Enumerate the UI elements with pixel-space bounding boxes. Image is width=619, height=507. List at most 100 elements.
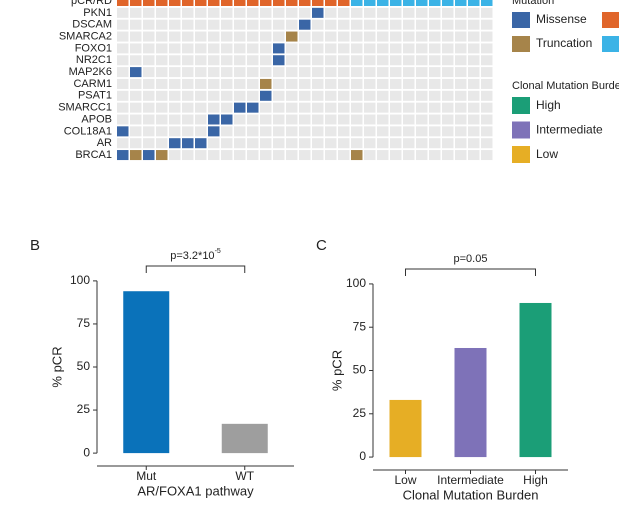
empty-cell bbox=[455, 19, 467, 30]
empty-cell bbox=[377, 90, 389, 101]
empty-cell bbox=[143, 78, 155, 89]
empty-cell bbox=[455, 102, 467, 113]
empty-cell bbox=[351, 67, 363, 78]
empty-cell bbox=[481, 78, 493, 89]
empty-cell bbox=[247, 114, 259, 125]
empty-cell bbox=[312, 150, 324, 161]
mutation-cell bbox=[208, 126, 220, 137]
mutation-cell bbox=[273, 43, 285, 54]
empty-cell bbox=[260, 114, 272, 125]
empty-cell bbox=[208, 90, 220, 101]
empty-cell bbox=[247, 138, 259, 149]
empty-cell bbox=[455, 78, 467, 89]
empty-cell bbox=[390, 55, 402, 66]
empty-cell bbox=[156, 55, 168, 66]
empty-cell bbox=[247, 55, 259, 66]
empty-cell bbox=[273, 138, 285, 149]
empty-cell bbox=[234, 150, 246, 161]
empty-cell bbox=[403, 67, 415, 78]
empty-cell bbox=[130, 7, 142, 18]
empty-cell bbox=[182, 114, 194, 125]
gene-label: APOB bbox=[81, 113, 112, 125]
empty-cell bbox=[299, 7, 311, 18]
empty-cell bbox=[481, 90, 493, 101]
empty-cell bbox=[416, 19, 428, 30]
empty-cell bbox=[182, 55, 194, 66]
empty-cell bbox=[416, 126, 428, 137]
empty-cell bbox=[156, 78, 168, 89]
empty-cell bbox=[390, 67, 402, 78]
empty-cell bbox=[286, 78, 298, 89]
empty-cell bbox=[442, 114, 454, 125]
empty-cell bbox=[312, 31, 324, 42]
empty-cell bbox=[273, 150, 285, 161]
x-tick-label: WT bbox=[235, 469, 254, 483]
empty-cell bbox=[117, 7, 129, 18]
empty-cell bbox=[130, 90, 142, 101]
empty-cell bbox=[364, 7, 376, 18]
empty-cell bbox=[442, 90, 454, 101]
empty-cell bbox=[481, 31, 493, 42]
empty-cell bbox=[169, 78, 181, 89]
empty-cell bbox=[299, 67, 311, 78]
empty-cell bbox=[286, 138, 298, 149]
empty-cell bbox=[260, 150, 272, 161]
empty-cell bbox=[325, 138, 337, 149]
mutation-cell bbox=[221, 114, 233, 125]
response-cell bbox=[117, 0, 129, 6]
empty-cell bbox=[338, 31, 350, 42]
empty-cell bbox=[377, 114, 389, 125]
empty-cell bbox=[364, 67, 376, 78]
empty-cell bbox=[312, 78, 324, 89]
response-cell bbox=[143, 0, 155, 6]
gene-label: AR bbox=[97, 137, 112, 149]
empty-cell bbox=[273, 102, 285, 113]
response-cell bbox=[351, 0, 363, 6]
legend-swatch bbox=[512, 121, 530, 139]
empty-cell bbox=[468, 114, 480, 125]
empty-cell bbox=[130, 102, 142, 113]
empty-cell bbox=[351, 78, 363, 89]
response-cell bbox=[208, 0, 220, 6]
response-cell bbox=[325, 0, 337, 6]
empty-cell bbox=[338, 150, 350, 161]
empty-cell bbox=[221, 78, 233, 89]
empty-cell bbox=[234, 67, 246, 78]
empty-cell bbox=[143, 19, 155, 30]
significance-bracket bbox=[405, 268, 536, 276]
bar bbox=[123, 291, 170, 454]
empty-cell bbox=[273, 7, 285, 18]
empty-cell bbox=[299, 150, 311, 161]
empty-cell bbox=[156, 67, 168, 78]
empty-cell bbox=[312, 55, 324, 66]
legend-title: Mutation bbox=[512, 0, 554, 7]
gene-label: MAP2K6 bbox=[69, 66, 112, 78]
empty-cell bbox=[156, 126, 168, 137]
empty-cell bbox=[169, 55, 181, 66]
empty-cell bbox=[364, 150, 376, 161]
empty-cell bbox=[377, 102, 389, 113]
empty-cell bbox=[416, 102, 428, 113]
empty-cell bbox=[208, 150, 220, 161]
empty-cell bbox=[429, 19, 441, 30]
empty-cell bbox=[286, 102, 298, 113]
empty-cell bbox=[156, 114, 168, 125]
response-cell bbox=[390, 0, 402, 6]
empty-cell bbox=[481, 126, 493, 137]
empty-cell bbox=[455, 114, 467, 125]
empty-cell bbox=[455, 126, 467, 137]
empty-cell bbox=[416, 78, 428, 89]
empty-cell bbox=[455, 31, 467, 42]
empty-cell bbox=[208, 67, 220, 78]
empty-cell bbox=[377, 126, 389, 137]
legend-label: Truncation bbox=[536, 36, 592, 50]
annotation: p=0.05 bbox=[454, 253, 488, 265]
empty-cell bbox=[221, 126, 233, 137]
empty-cell bbox=[455, 138, 467, 149]
empty-cell bbox=[117, 78, 129, 89]
response-cell bbox=[234, 0, 246, 6]
x-tick-label: Intermediate bbox=[437, 473, 504, 487]
annotation-superscript: -5 bbox=[215, 248, 221, 255]
response-cell bbox=[195, 0, 207, 6]
